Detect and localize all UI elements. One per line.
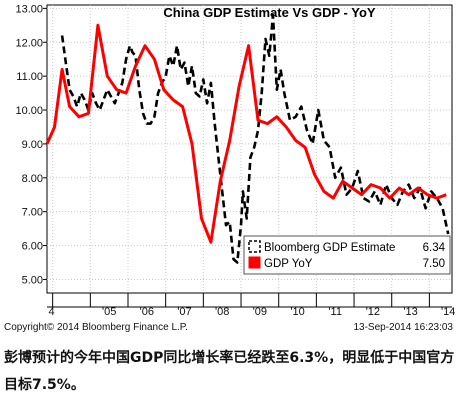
x-tick-label: '11	[328, 306, 342, 318]
x-tick-label: '13	[403, 306, 417, 318]
copyright-text: Copyright© 2014 Bloomberg Finance L.P.	[4, 322, 188, 333]
chart: 13.00 12.00 11.00 10.00 9.00 8.00 7.00 6.00 5.00…	[15, 3, 455, 318]
legend-swatch-gdp	[248, 256, 261, 269]
x-tick-label: '12	[366, 306, 380, 318]
legend-label: Bloomberg GDP Estimate	[264, 242, 395, 254]
legend-label: GDP YoY	[264, 258, 313, 270]
y-tick-label: 9.00	[22, 139, 43, 151]
y-tick-label: 6.00	[22, 241, 43, 253]
x-tick-label: '07	[177, 306, 191, 318]
y-tick-label: 13.00	[15, 3, 43, 15]
timestamp-text: 13-Sep-2014 16:23:03	[353, 322, 453, 333]
chart-title: China GDP Estimate Vs GDP - YoY	[163, 5, 375, 20]
series-line-estimate	[60, 13, 450, 264]
chart-svg: 13.00 12.00 11.00 10.00 9.00 8.00 7.00 6.00 5.00…	[15, 3, 455, 318]
y-tick-label: 5.00	[22, 274, 43, 286]
legend-value: 7.50	[423, 258, 445, 270]
y-tick-label: 10.00	[15, 105, 43, 117]
x-tick-label: '09	[253, 306, 267, 318]
x-tick-label: '06	[140, 306, 154, 318]
y-tick-label: 7.00	[22, 207, 43, 219]
y-tick-label: 11.00	[16, 71, 43, 83]
series-line-gdp	[45, 23, 447, 244]
x-tick-label: '10	[290, 306, 304, 318]
x-tick-label: '05	[102, 306, 116, 318]
legend-value: 6.34	[423, 242, 446, 254]
y-tick-label: 8.00	[22, 173, 43, 185]
x-tick-label: 4	[49, 306, 55, 318]
x-tick-label: '14	[441, 306, 455, 318]
x-tick-label: '08	[215, 306, 229, 318]
legend-box	[243, 235, 451, 275]
legend-swatch-estimate	[248, 240, 261, 253]
y-tick-label: 12.00	[15, 37, 43, 49]
caption-text: 彭博预计的今年中国GDP同比增长率已经跌至6.3%，明显低于中国官方目标7.5%…	[4, 350, 455, 393]
